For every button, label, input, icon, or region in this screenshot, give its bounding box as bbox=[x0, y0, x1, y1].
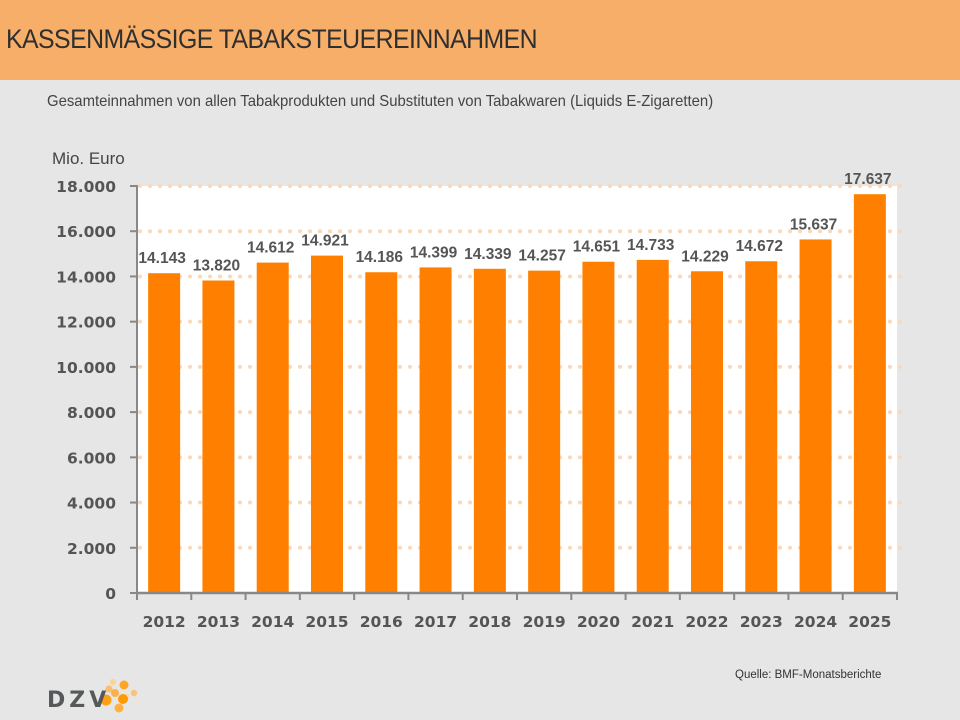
chart-subtitle: Gesamteinnahmen von allen Tabakprodukten… bbox=[47, 93, 714, 110]
x-tick-label: 2018 bbox=[468, 613, 511, 631]
x-tick-label: 2022 bbox=[685, 613, 728, 631]
data-label: 14.257 bbox=[518, 248, 565, 265]
data-label: 14.921 bbox=[301, 233, 349, 250]
bar bbox=[202, 280, 235, 593]
y-tick-label: 10.000 bbox=[56, 359, 116, 377]
bar bbox=[473, 268, 506, 593]
y-tick-label: 8.000 bbox=[67, 404, 116, 422]
y-tick-label: 2.000 bbox=[67, 540, 116, 558]
data-label: 14.143 bbox=[138, 250, 186, 267]
bar bbox=[853, 194, 886, 594]
bar bbox=[419, 267, 452, 593]
data-label: 14.399 bbox=[410, 244, 458, 261]
y-tick-label: 18.000 bbox=[56, 178, 116, 196]
data-labels: 14.143 13.820 14.612 14.921 14.186 14.399 14.3… bbox=[138, 171, 891, 274]
header-bar: KASSENMÄSSIGE TABAKSTEUEREINNAHMEN bbox=[0, 0, 960, 80]
y-tick-label: 14.000 bbox=[56, 268, 116, 286]
data-label: 14.612 bbox=[247, 240, 294, 257]
x-tick-label: 2020 bbox=[577, 613, 620, 631]
x-tick-label: 2012 bbox=[143, 613, 186, 631]
bar bbox=[256, 262, 289, 593]
data-label: 17.637 bbox=[844, 171, 891, 188]
x-tick-label: 2025 bbox=[848, 613, 891, 631]
data-label: 14.672 bbox=[736, 238, 783, 255]
bar bbox=[636, 259, 669, 593]
data-label: 14.651 bbox=[573, 239, 621, 256]
data-label: 15.637 bbox=[790, 216, 837, 233]
x-tick-label: 2013 bbox=[197, 613, 240, 631]
data-label: 14.733 bbox=[627, 237, 675, 254]
data-label: 14.186 bbox=[356, 249, 404, 266]
bar bbox=[799, 239, 832, 593]
bar bbox=[311, 255, 343, 593]
x-tick-label: 2014 bbox=[251, 613, 294, 631]
y-tick-label: 12.000 bbox=[56, 314, 116, 332]
bar bbox=[691, 271, 723, 593]
x-tick-label: 2015 bbox=[305, 613, 348, 631]
bar bbox=[365, 272, 398, 593]
page-title: KASSENMÄSSIGE TABAKSTEUEREINNAHMEN bbox=[6, 24, 538, 54]
data-label: 14.229 bbox=[681, 248, 729, 265]
data-label: 13.820 bbox=[193, 258, 240, 275]
x-tick-label: 2024 bbox=[794, 613, 837, 631]
y-tick-labels: 0 2.000 4.000 6.000 8.000 10.000 12.000 14.000 1… bbox=[56, 178, 116, 603]
x-tick-label: 2016 bbox=[360, 613, 403, 631]
gridlines bbox=[138, 184, 903, 550]
bar bbox=[745, 261, 778, 593]
logo-text: DZV bbox=[47, 688, 111, 713]
bars bbox=[148, 194, 886, 594]
y-tick-label: 16.000 bbox=[56, 223, 116, 241]
axes bbox=[130, 185, 898, 600]
y-tick-label: 6.000 bbox=[67, 449, 116, 467]
x-tick-label: 2023 bbox=[740, 613, 783, 631]
y-tick-label: 4.000 bbox=[67, 495, 116, 513]
x-tick-labels: 2012 2013 2014 2015 2016 2017 2018 2019 2020 2021… bbox=[143, 613, 892, 631]
data-label: 14.339 bbox=[464, 246, 512, 263]
bar bbox=[582, 261, 615, 593]
x-tick-label: 2019 bbox=[523, 613, 566, 631]
dzv-logo-icon bbox=[100, 678, 140, 713]
x-tick-label: 2017 bbox=[414, 613, 457, 631]
x-tick-label: 2021 bbox=[631, 613, 674, 631]
bar bbox=[528, 270, 561, 593]
y-tick-label: 0 bbox=[105, 585, 116, 603]
source-note: Quelle: BMF-Monatsberichte bbox=[735, 669, 882, 681]
bar bbox=[148, 273, 181, 593]
y-axis-title: Mio. Euro bbox=[52, 149, 125, 168]
